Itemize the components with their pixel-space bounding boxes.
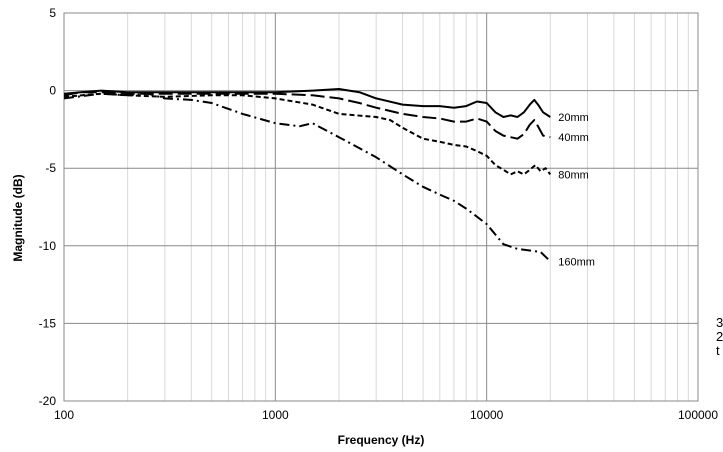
edge-text-fragments: 3 2 t — [716, 315, 723, 358]
x-tick-label: 100000 — [678, 408, 718, 422]
edge-fragment-3: t — [716, 343, 720, 358]
series-line-20mm — [63, 88, 551, 118]
edge-fragment-1: 3 — [716, 315, 723, 330]
plot-border — [63, 12, 699, 402]
edge-fragment-2: 2 — [716, 329, 723, 344]
x-tick-label: 10000 — [470, 408, 504, 422]
series-label-80mm: 80mm — [558, 169, 589, 181]
plot-area — [63, 12, 699, 402]
series-labels: 20mm 40mm 80mm 160mm — [558, 112, 595, 268]
y-tick-label: 5 — [49, 6, 56, 20]
series-line-80mm — [63, 92, 552, 176]
y-tick-label: -20 — [39, 394, 57, 408]
series-line-160mm — [63, 92, 551, 263]
y-tick-label: 0 — [49, 84, 56, 98]
series-label-160mm: 160mm — [558, 256, 595, 268]
y-tick-label: -10 — [39, 239, 57, 253]
series-label-40mm: 40mm — [558, 132, 589, 144]
series-lines — [63, 88, 552, 263]
y-axis-title: Magnitude (dB) — [11, 174, 25, 261]
x-axis-title: Frequency (Hz) — [338, 433, 425, 447]
y-tick-label: -15 — [39, 316, 57, 330]
x-tick-label: 100 — [54, 408, 74, 422]
series-label-20mm: 20mm — [558, 112, 589, 124]
chart-grid — [63, 12, 699, 402]
y-tick-label: -5 — [45, 161, 56, 175]
x-tick-label: 1000 — [262, 408, 289, 422]
